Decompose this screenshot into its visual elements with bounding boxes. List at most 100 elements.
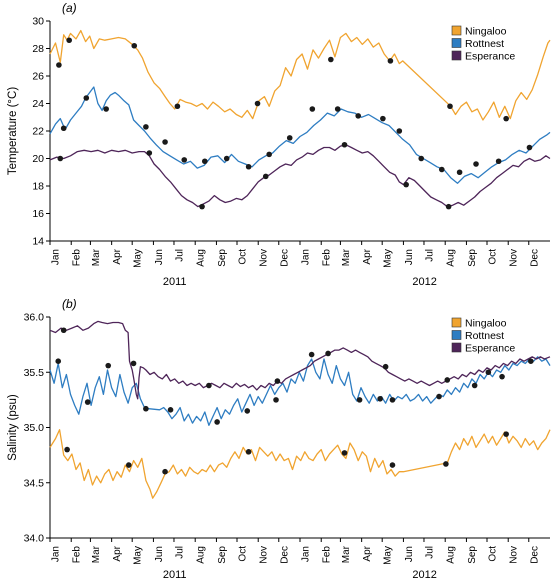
panel-a-temperature: 14 16 18 20 22 24 26 28 30 Jan Feb Mar Apr May Jun Jul A… [7,1,551,288]
sample-point-ningaloo [174,103,181,110]
legend-label: Ningaloo [465,318,507,330]
y-axis-title: Temperature (°C) [7,87,19,175]
legend-swatch-ningaloo [451,317,462,328]
sample-point-ningaloo [503,115,509,122]
x-tick-label: Jul [174,249,185,262]
legend-label: Rottnest [465,38,504,50]
sample-point-ningaloo [389,462,396,468]
sample-point-esperance [444,377,451,383]
sample-point-rottnest [84,399,91,405]
sample-point-rottnest [83,95,90,101]
x-tick-label: Feb [322,546,333,564]
x-tick-label: Jul [174,546,185,559]
sample-point-rottnest [334,106,341,112]
x-tick-label: Apr [362,545,373,561]
sample-point-rottnest [438,166,445,173]
x-tick-label: Jan [51,249,62,265]
y-tick-label: 35.0 [24,422,45,434]
sample-point-ningaloo [125,462,132,468]
x-tick-label: Jan [301,249,312,265]
sample-point-rottnest [499,373,505,380]
x-tick-label: Oct [237,546,248,562]
x-tick-label: Jul [424,546,435,559]
sample-point-ningaloo [443,461,449,467]
sample-point-ningaloo [328,56,334,63]
series-line-esperance [49,320,551,400]
sample-point-rottnest [377,395,383,402]
sample-point-rottnest [528,358,534,365]
series-line-rottnest [49,86,551,184]
sample-point-rottnest [105,362,112,369]
sample-point-esperance [60,327,67,334]
sample-point-rottnest [473,161,479,167]
series-line-ningaloo [49,29,551,121]
sample-point-rottnest [396,128,403,134]
x-tick-label: Jul [424,249,435,262]
x-tick-label: Jan [51,546,62,562]
x-tick-label: Oct [487,546,498,562]
series-line-ningaloo [49,429,551,499]
sample-point-rottnest [245,163,252,170]
y-tick-label: 14 [32,236,44,248]
sample-point-ningaloo [341,450,348,456]
sample-point-rottnest [418,155,425,162]
sample-point-rottnest [471,382,478,389]
x-tick-label: Apr [362,248,373,264]
x-tick-label: Dec [279,249,290,267]
x-tick-label: Nov [509,546,520,564]
x-tick-label: May [383,546,394,565]
x-tick-label: Aug [446,249,457,267]
x-tick-label: Apr [112,248,123,264]
sample-point-ningaloo [64,446,70,453]
x-tick-label: Jun [154,546,165,562]
sample-point-ningaloo [245,449,252,455]
sample-point-ningaloo [387,58,394,64]
x-tick-label: Mar [91,248,102,266]
x-tick-label: Apr [112,545,123,561]
x-tick-label: Aug [446,546,457,564]
y-tick-label: 35.5 [24,367,45,379]
legend-swatch-rottnest [451,330,462,340]
x-tick-label: May [383,249,394,268]
legend-label: Rottnest [465,330,504,342]
sample-point-esperance [206,382,212,389]
sample-point-esperance [382,363,389,370]
y-tick-label: 30 [32,16,44,28]
x-tick-label: Aug [196,546,207,564]
sample-point-rottnest [380,115,386,122]
sample-point-esperance [57,155,64,162]
sample-point-esperance [262,173,269,180]
legend-swatch-esperance [451,342,462,353]
x-tick-label: Aug [196,249,207,267]
x-tick-label: Feb [72,249,83,267]
y-tick-label: 36.0 [24,312,45,324]
sample-point-esperance [341,141,348,148]
sample-point-rottnest [355,113,362,119]
y-tick-label: 28 [32,43,44,55]
sample-point-rottnest [201,158,208,165]
sample-point-rottnest [244,408,251,414]
panel-b-salinity: 34.0 34.5 35.0 35.5 36.0 Jan Feb Mar Apr May Jun Ju… [7,297,551,581]
x-tick-label: Sep [467,249,478,267]
x-tick-label: Mar [341,545,352,563]
sample-point-rottnest [273,397,279,403]
legend-label: Esperance [465,51,515,63]
y-tick-label: 18 [32,181,44,193]
x-tick-label: Dec [529,249,540,267]
x-tick-label: Jun [404,249,415,265]
sample-point-rottnest [55,358,62,365]
sample-point-esperance [403,181,409,188]
year-label: 2011 [163,276,187,288]
x-tick-label: Feb [322,249,333,267]
x-tick-label: Oct [487,249,498,265]
sample-point-esperance [485,369,492,376]
y-tick-label: 34.5 [24,477,45,489]
sample-point-rottnest [495,158,502,165]
sample-point-rottnest [223,155,230,162]
sample-point-rottnest [389,397,396,403]
series-line-rottnest [49,356,551,426]
sample-point-rottnest [286,135,293,141]
sample-point-rottnest [266,151,272,158]
